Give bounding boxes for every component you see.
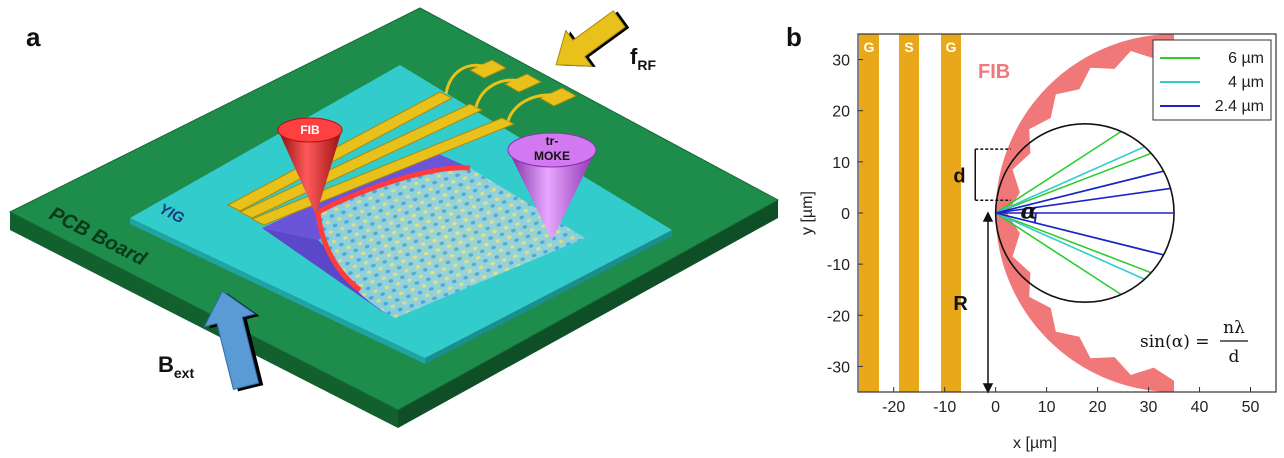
cpw-pad-2 — [503, 73, 543, 93]
cpw-label-g2: G — [946, 39, 957, 55]
cpw-label-g1: G — [864, 39, 875, 55]
cpw-stripe-s — [899, 34, 919, 392]
moke-label-line1: tr- — [546, 134, 559, 148]
fib-b-label: FIB — [978, 61, 1010, 83]
moke-label-line2: MOKE — [534, 149, 570, 163]
b-ext-label: Bext — [158, 352, 194, 381]
f-rf-main: f — [630, 44, 638, 69]
r-dim-bottom-arrow — [982, 383, 994, 394]
f-rf-label: fRF — [630, 44, 656, 73]
y-tick-label: -20 — [827, 308, 850, 325]
d-dimension — [974, 148, 1011, 201]
y-tick-label: -30 — [827, 359, 850, 376]
fib-arc — [316, 165, 471, 215]
x-axis-label: x [µm] — [1013, 435, 1057, 452]
x-tick-label: 30 — [1140, 399, 1158, 416]
d-label: d — [953, 165, 965, 187]
cpw-stripes — [859, 34, 961, 392]
y-tick-label: 0 — [841, 206, 850, 223]
r-dimension — [982, 211, 994, 394]
y-tick-label: 20 — [832, 104, 850, 121]
ray-24m — [995, 212, 1164, 256]
diffraction-rays — [995, 130, 1171, 296]
y-axis-label: y [µm] — [799, 191, 816, 235]
ray-4m — [995, 145, 1145, 214]
r-label: R — [953, 293, 968, 315]
fib-cone-label: FIB — [300, 123, 320, 137]
cpw-stripe-g2 — [941, 34, 961, 392]
yig-front-face — [130, 218, 425, 364]
x-axis-ticks: -20 -10 0 10 20 30 40 50 — [882, 387, 1260, 416]
ray-4m — [995, 212, 1145, 281]
y-tick-label: -10 — [827, 257, 850, 274]
panel-b: b G S G FIB α d R -20 -10 0 10 20 30 40 50 -30 — [786, 22, 1277, 452]
cpw-lead-1 — [226, 91, 454, 212]
ray-6m — [995, 152, 1152, 214]
moke-cone — [507, 132, 597, 240]
f-rf-sub: RF — [637, 57, 656, 73]
panel-a-letter: a — [26, 22, 41, 52]
r-dim-top-arrow — [982, 211, 994, 222]
formula-denominator: d — [1229, 347, 1240, 367]
ray-6m — [995, 212, 1122, 296]
ray-6m — [995, 130, 1122, 214]
b-ext-main: B — [158, 352, 174, 377]
legend-label-4um: 4 µm — [1228, 74, 1264, 91]
cpw-lead-2 — [238, 103, 484, 219]
ray-6m — [995, 212, 1152, 274]
ray-24m — [995, 187, 1171, 214]
legend: 6 µm 4 µm 2.4 µm — [1152, 39, 1272, 121]
y-axis-ticks: -30 -20 -10 0 10 20 30 — [827, 53, 863, 376]
panel-b-letter: b — [786, 22, 802, 52]
formula-lhs: sin(α) = — [1140, 332, 1210, 352]
f-rf-arrow — [555, 10, 630, 67]
formula-numerator: nλ — [1223, 318, 1245, 338]
cpw-label-s: S — [904, 39, 913, 55]
y-tick-label: 10 — [832, 155, 850, 172]
y-tick-label: 30 — [832, 53, 850, 70]
x-tick-label: 20 — [1089, 399, 1107, 416]
grating-formula: sin(α) = nλ d — [1140, 318, 1248, 367]
panel-a: a PCB Board YIG — [8, 7, 780, 428]
x-tick-label: 0 — [991, 399, 1000, 416]
alpha-arc — [1033, 212, 1037, 223]
legend-label-6um: 6 µm — [1228, 50, 1264, 67]
cpw-pad-3 — [538, 87, 578, 107]
b-ext-arrow — [203, 290, 264, 392]
fib-arc-lower — [315, 211, 362, 292]
cpw-stripe-g1 — [859, 34, 879, 392]
alpha-label: α — [1021, 199, 1038, 225]
fib-cone — [277, 117, 343, 215]
x-tick-label: -20 — [882, 399, 905, 416]
x-tick-label: 50 — [1242, 399, 1260, 416]
bond-wires — [444, 63, 559, 122]
purple-lower — [262, 228, 395, 318]
b-ext-sub: ext — [174, 365, 195, 381]
pcb-front-face — [10, 212, 398, 428]
cpw-pad-1 — [468, 59, 508, 79]
legend-label-2-4um: 2.4 µm — [1215, 98, 1264, 115]
x-tick-label: 40 — [1191, 399, 1209, 416]
x-tick-label: -10 — [933, 399, 956, 416]
yig-right-face — [425, 230, 672, 364]
ray-24m — [995, 170, 1164, 214]
pcb-right-face — [398, 200, 778, 428]
x-tick-label: 10 — [1038, 399, 1056, 416]
